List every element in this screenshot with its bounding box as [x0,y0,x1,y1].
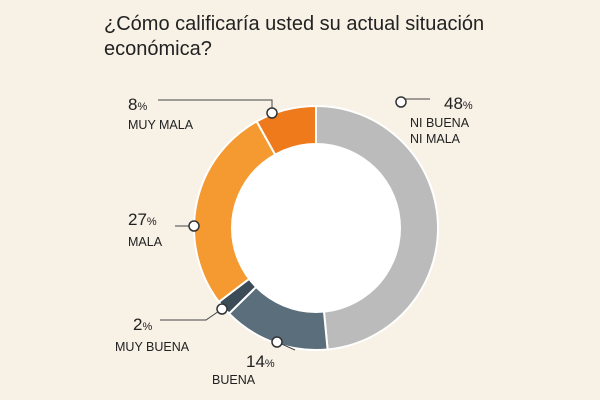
slice-label-muy-buena: 2% MUY BUENA [115,303,228,354]
chart-title-line-2: económica? [104,38,212,60]
slice-value-label: 48% [444,94,473,113]
slice-category-label: NI MALA [410,132,461,146]
donut-hole [231,143,401,313]
slice-label-mala: 27% MALA [128,210,200,249]
slice-value-label: 2% [133,315,152,334]
slice-category-label: MUY MALA [128,118,194,132]
slice-category-label: MUY BUENA [115,340,190,354]
slice-value-label: 14% [246,352,275,371]
leader-dot [188,220,200,232]
leader-line [158,99,273,113]
slice-labels: 48% NI BUENA NI MALA 14% BUENA 2% MUY BUENA 27%… [115,94,473,387]
leader-line [160,308,223,321]
slice-label-buena: 14% BUENA [212,336,296,387]
slice-category-label: BUENA [212,373,256,387]
slice-label-muy-mala: 8% MUY MALA [128,95,278,132]
slice-label-ni-buena-ni-mala: 48% NI BUENA NI MALA [395,94,473,146]
slice-value-label: 8% [128,95,147,114]
chart-title-line-1: ¿Cómo calificaría usted su actual situac… [104,13,484,35]
leader-dot [216,303,228,315]
slice-value-label: 27% [128,210,157,229]
slice-category-label: NI BUENA [410,116,470,130]
leader-dot [395,96,407,108]
leader-dot [266,107,278,119]
chart-title: ¿Cómo calificaría usted su actual situac… [104,13,484,60]
slice-category-label: MALA [128,235,163,249]
leader-dot [271,336,283,348]
